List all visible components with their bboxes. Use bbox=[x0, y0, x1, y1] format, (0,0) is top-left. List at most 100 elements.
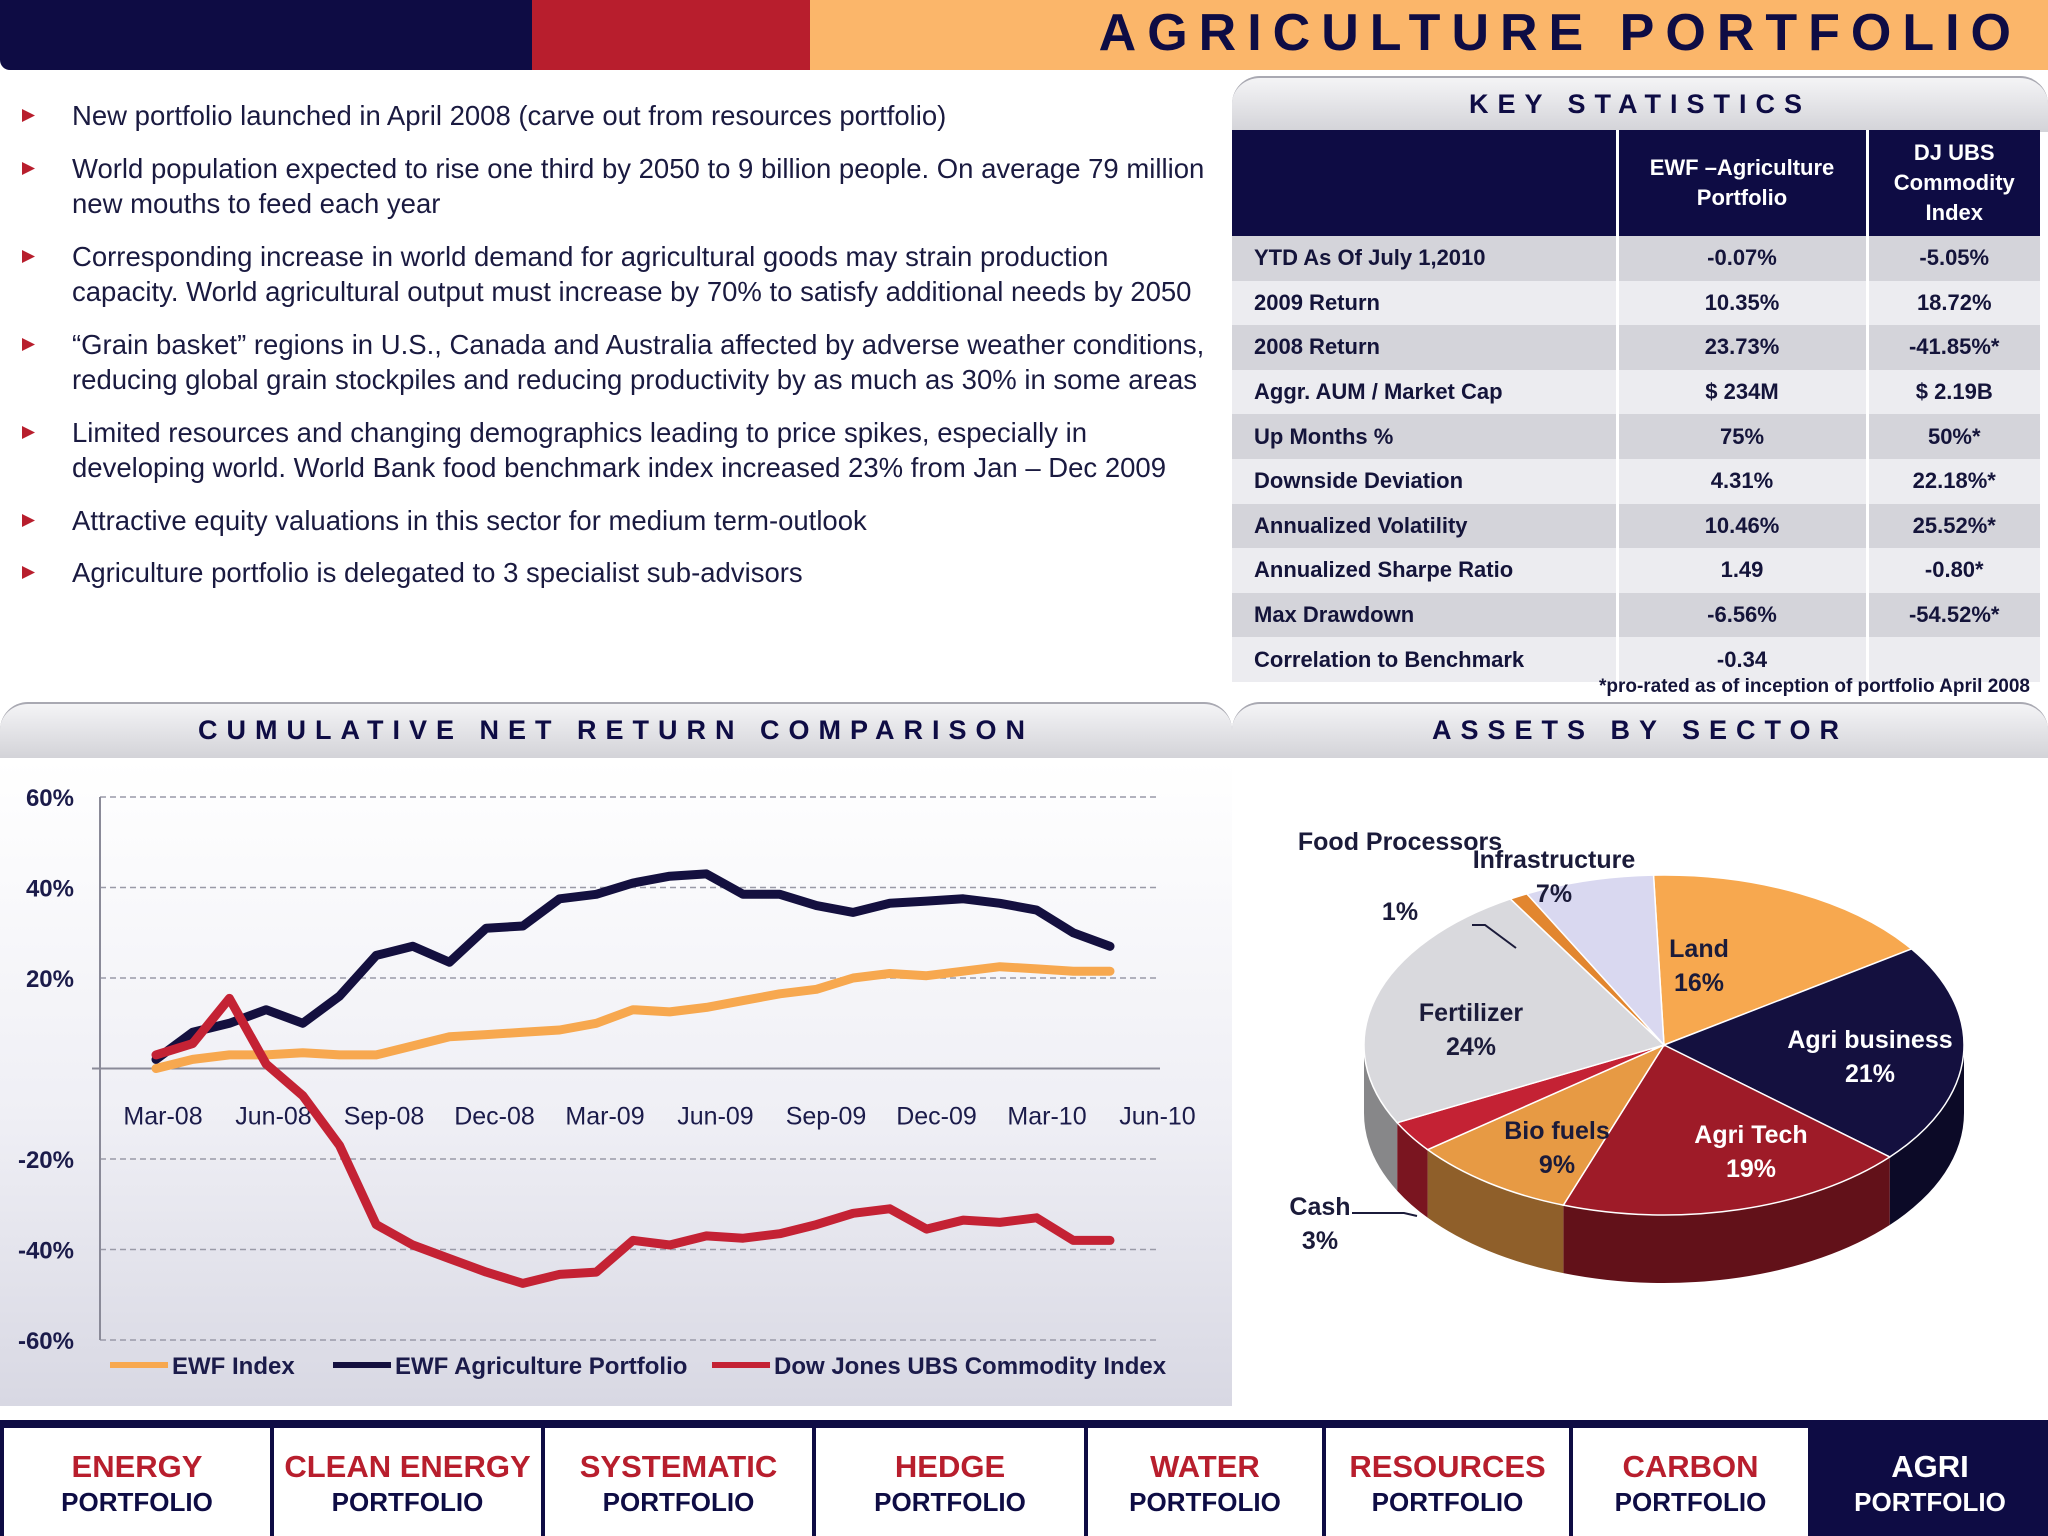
line-chart: 60% 40% 20% -20% -40% -60% Mar-08 Jun-08 Sep-08 D… bbox=[18, 785, 1196, 1380]
legend-label: EWF Index bbox=[172, 1353, 295, 1380]
line-chart-panel: 60% 40% 20% -20% -40% -60% Mar-08 Jun-08 Sep-08 D… bbox=[0, 760, 1232, 1406]
table-row: Downside Deviation 4.31% 22.18%* bbox=[1232, 458, 2040, 504]
nav-tab-energy[interactable]: ENERGY PORTFOLIO bbox=[4, 1428, 270, 1536]
column-header: DJ UBS Commodity Index bbox=[1865, 130, 2040, 236]
pie-chart: Land 16% Agri business 21% Agri Tech 19% Bio f… bbox=[1289, 828, 1965, 1283]
table-cell: 22.18%* bbox=[1865, 458, 2040, 504]
nav-tab-carbon[interactable]: CARBON PORTFOLIO bbox=[1573, 1428, 1808, 1536]
pie-label-pct: 1% bbox=[1382, 898, 1418, 926]
row-label: 2008 Return bbox=[1232, 325, 1617, 370]
bullet-item: “Grain basket” regions in U.S., Canada a… bbox=[22, 327, 1222, 398]
nav-tab-resources[interactable]: RESOURCES PORTFOLIO bbox=[1326, 1428, 1569, 1536]
bullet-marker-icon bbox=[22, 161, 35, 175]
table-row: Up Months % 75% 50%* bbox=[1232, 414, 2040, 459]
key-statistics-panel: EWF –Agriculture Portfolio DJ UBS Commod… bbox=[1232, 130, 2040, 682]
pie-side-fertilizer bbox=[1364, 1045, 1398, 1191]
table-cell: 23.73% bbox=[1615, 325, 1867, 370]
bullet-item: World population expected to rise one th… bbox=[22, 151, 1222, 222]
nav-tab-title: RESOURCES bbox=[1349, 1449, 1546, 1484]
table-cell: 1.49 bbox=[1615, 548, 1867, 593]
nav-tab-subtitle: PORTFOLIO bbox=[331, 1487, 484, 1517]
x-tick-label: Dec-09 bbox=[896, 1103, 977, 1131]
bullet-text: Limited resources and changing demograph… bbox=[72, 416, 1166, 484]
y-tick-label: 20% bbox=[26, 966, 74, 993]
bottom-nav: ENERGY PORTFOLIO CLEAN ENERGY PORTFOLIO SYST… bbox=[0, 1420, 2048, 1536]
pie-label-pct: 9% bbox=[1539, 1151, 1575, 1179]
x-tick-label: Jun-10 bbox=[1119, 1103, 1195, 1131]
assets-by-sector-header: ASSETS BY SECTOR bbox=[1232, 702, 2048, 758]
y-tick-label: -40% bbox=[18, 1238, 74, 1265]
pie-label: Food Processors bbox=[1298, 828, 1502, 856]
page-title: AGRICULTURE PORTFOLIO bbox=[1098, 4, 2022, 62]
nav-tab-subtitle: PORTFOLIO bbox=[61, 1487, 213, 1517]
table-cell: $ 234M bbox=[1615, 369, 1867, 415]
nav-tab-subtitle: PORTFOLIO bbox=[1129, 1487, 1281, 1517]
pie-side-agri-tech bbox=[1563, 1156, 1890, 1283]
table-cell bbox=[1865, 637, 2040, 682]
bullet-text: New portfolio launched in April 2008 (ca… bbox=[72, 100, 947, 131]
x-tick-label: Jun-08 bbox=[235, 1103, 311, 1131]
nav-tab-agri[interactable]: AGRI PORTFOLIO bbox=[1812, 1428, 2048, 1536]
bullet-text: Corresponding increase in world demand f… bbox=[72, 240, 1192, 308]
x-tick-label: Mar-10 bbox=[1007, 1103, 1086, 1131]
table-cell: -41.85%* bbox=[1865, 325, 2040, 370]
column-header bbox=[1232, 130, 1617, 236]
pie-label-name: Bio fuels bbox=[1504, 1117, 1610, 1145]
nav-tab-hedge[interactable]: HEDGE PORTFOLIO bbox=[816, 1428, 1084, 1536]
pie-slice-agri-business bbox=[1662, 948, 1965, 1158]
table-cell: -5.05% bbox=[1865, 236, 2040, 281]
table-cell: -6.56% bbox=[1615, 592, 1867, 638]
table-row: 2008 Return 23.73% -41.85%* bbox=[1232, 325, 2040, 370]
header-bar: AGRICULTURE PORTFOLIO bbox=[0, 0, 2048, 70]
table-cell: 10.35% bbox=[1615, 280, 1867, 326]
nav-tab-title: ENERGY bbox=[71, 1449, 203, 1484]
pie-label-name: Food Processors bbox=[1298, 828, 1502, 856]
pie-label-name: Agri business bbox=[1787, 1026, 1952, 1054]
pie-label-pct: 21% bbox=[1845, 1060, 1895, 1088]
nav-tab-subtitle: PORTFOLIO bbox=[602, 1487, 755, 1517]
nav-tab-title: AGRI bbox=[1891, 1449, 1969, 1484]
y-tick-label: 40% bbox=[26, 876, 74, 903]
pie-label-name: Agri Tech bbox=[1694, 1121, 1807, 1149]
header-red-block bbox=[532, 0, 810, 70]
footnote: *pro-rated as of inception of portfolio … bbox=[1598, 676, 2030, 697]
pie-side-agri-business bbox=[1889, 1045, 1964, 1225]
table-cell: -54.52%* bbox=[1865, 592, 2040, 638]
row-label: Downside Deviation bbox=[1232, 458, 1617, 504]
nav-tab-subtitle: PORTFOLIO bbox=[1614, 1487, 1767, 1517]
bullet-item: Corresponding increase in world demand f… bbox=[22, 239, 1222, 310]
nav-tab-title: SYSTEMATIC bbox=[579, 1449, 778, 1484]
bullet-text: World population expected to rise one th… bbox=[72, 152, 1205, 220]
y-tick-label: 60% bbox=[26, 785, 74, 812]
pie-label-pct: 16% bbox=[1674, 969, 1724, 997]
pie-slice-land bbox=[1652, 874, 1913, 1047]
nav-tab-subtitle: PORTFOLIO bbox=[1371, 1487, 1524, 1517]
series-line-dow-jones-ubs-commodity-index bbox=[151, 993, 1115, 1288]
table-cell: -0.07% bbox=[1615, 236, 1867, 281]
nav-tab-systematic[interactable]: SYSTEMATIC PORTFOLIO bbox=[545, 1428, 812, 1536]
bullet-marker-icon bbox=[22, 513, 35, 527]
x-tick-label: Sep-08 bbox=[344, 1103, 425, 1131]
pie-slice-bio-fuels bbox=[1426, 1043, 1666, 1206]
nav-tab-water[interactable]: WATER PORTFOLIO bbox=[1088, 1428, 1322, 1536]
bullet-text: Attractive equity valuations in this sec… bbox=[72, 504, 867, 536]
pie-side-bio-fuels bbox=[1427, 1149, 1564, 1274]
bullet-list: New portfolio launched in April 2008 (ca… bbox=[22, 98, 1222, 608]
y-tick-label: -20% bbox=[18, 1147, 74, 1174]
table-row: Annualized Volatility 10.46% 25.52%* bbox=[1232, 503, 2040, 549]
table-cell: -0.80* bbox=[1865, 548, 2040, 593]
bullet-item: New portfolio launched in April 2008 (ca… bbox=[22, 98, 1222, 134]
bullet-item: Attractive equity valuations in this sec… bbox=[22, 503, 1222, 539]
pie-side-cash bbox=[1397, 1122, 1428, 1218]
table-row: 2009 Return 10.35% 18.72% bbox=[1232, 280, 2040, 326]
header-orange-block bbox=[810, 0, 2048, 70]
bullet-item: Limited resources and changing demograph… bbox=[22, 415, 1222, 486]
pie-slice-agri-tech bbox=[1562, 1044, 1892, 1216]
bullet-marker-icon bbox=[22, 425, 35, 439]
nav-tab-clean-energy[interactable]: CLEAN ENERGY PORTFOLIO bbox=[274, 1428, 541, 1536]
pie-label-name: Fertilizer bbox=[1419, 999, 1523, 1027]
table-row: Correlation to Benchmark -0.34 bbox=[1232, 637, 2040, 682]
table-row: Max Drawdown -6.56% -54.52%* bbox=[1232, 592, 2040, 638]
row-label: Annualized Sharpe Ratio bbox=[1232, 548, 1617, 593]
table-cell: -0.34 bbox=[1615, 637, 1867, 682]
